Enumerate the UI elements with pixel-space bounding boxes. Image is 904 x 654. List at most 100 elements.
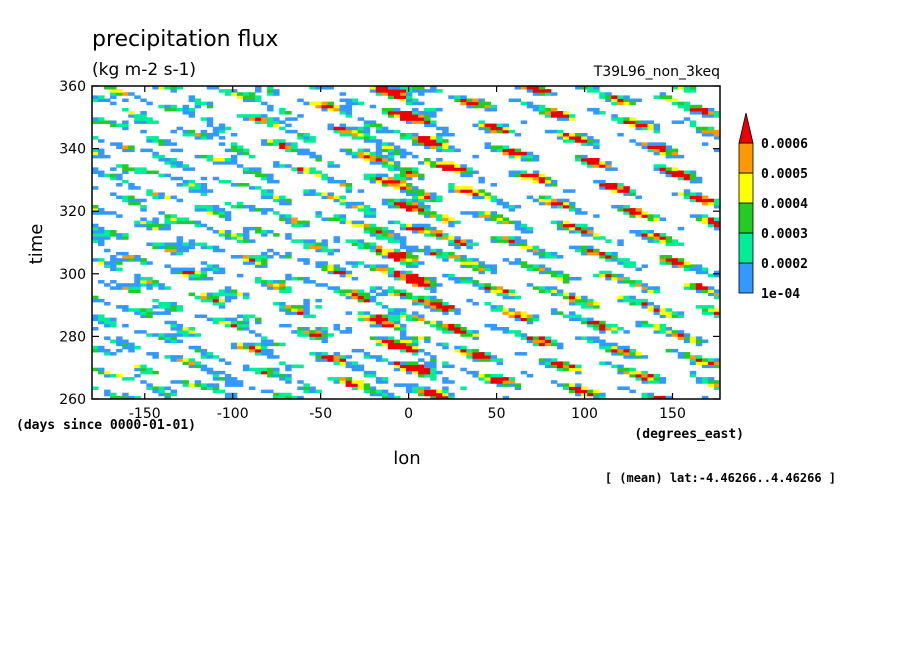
heatmap-cell (134, 311, 141, 315)
heatmap-cell (279, 280, 286, 284)
heatmap-cell (556, 223, 564, 228)
heatmap-cell (671, 258, 679, 262)
heatmap-cell (273, 280, 280, 284)
heatmap-cell (309, 151, 316, 156)
heatmap-cell (689, 195, 697, 200)
heatmap-cell (683, 267, 691, 272)
heatmap-cell (418, 364, 425, 369)
heatmap-cell (611, 364, 618, 369)
heatmap-cell (351, 132, 359, 137)
heatmap-cell (701, 377, 709, 381)
heatmap-cell (146, 192, 153, 196)
heatmap-cell (291, 239, 298, 243)
heatmap-cell (430, 86, 437, 90)
heatmap-cell (152, 151, 159, 156)
x-tick-label: 150 (659, 406, 686, 422)
heatmap-cell (182, 273, 190, 278)
x-tick-label: 50 (488, 406, 506, 422)
heatmap-cell (514, 239, 522, 243)
heatmap-cell (484, 129, 491, 134)
heatmap-cell (569, 364, 576, 369)
heatmap-cell (242, 345, 250, 350)
heatmap-cell (653, 142, 661, 146)
heatmap-cell (134, 395, 141, 399)
heatmap-cell (333, 270, 340, 275)
heatmap-cell (182, 164, 190, 168)
heatmap-cell (689, 86, 697, 90)
heatmap-cell (399, 295, 407, 300)
heatmap-cell (653, 167, 661, 171)
heatmap-cell (321, 330, 328, 334)
heatmap-cell (605, 348, 612, 353)
heatmap-cell (218, 270, 226, 275)
heatmap-cell (653, 145, 661, 149)
heatmap-cell (230, 292, 238, 297)
heatmap-cell (689, 373, 697, 378)
heatmap-cell (490, 270, 497, 275)
heatmap-cell (104, 229, 111, 234)
heatmap-cell (563, 314, 570, 319)
heatmap-cell (104, 264, 111, 268)
heatmap-cell (496, 361, 504, 365)
heatmap-cell (629, 211, 636, 215)
heatmap-cell (218, 289, 226, 293)
heatmap-cell (176, 126, 183, 131)
heatmap-cell (170, 157, 177, 162)
heatmap-cell (369, 214, 377, 218)
heatmap-cell (526, 264, 534, 268)
heatmap-cell (212, 204, 220, 209)
heatmap-cell (98, 148, 105, 153)
heatmap-cell (110, 320, 117, 325)
heatmap-cell (635, 233, 642, 237)
heatmap-cell (454, 236, 461, 240)
heatmap-cell (170, 380, 177, 384)
heatmap-cell (273, 211, 280, 215)
heatmap-cell (593, 236, 600, 240)
heatmap-cell (128, 186, 135, 190)
heatmap-cell (587, 301, 594, 306)
heatmap-cell (629, 295, 636, 300)
heatmap-cell (140, 380, 147, 384)
heatmap-cell (412, 107, 419, 112)
heatmap-cell (502, 123, 510, 128)
heatmap-cell (418, 367, 425, 372)
heatmap-cell (430, 361, 437, 365)
heatmap-cell (393, 111, 401, 115)
heatmap-cell (387, 204, 395, 209)
heatmap-cell (261, 114, 268, 118)
heatmap-cell (381, 251, 389, 256)
heatmap-cell (249, 92, 256, 96)
heatmap-cell (194, 223, 202, 228)
heatmap-cell (587, 107, 594, 112)
heatmap-cell (158, 286, 165, 290)
heatmap-cell (249, 386, 256, 391)
heatmap-cell (357, 380, 365, 384)
heatmap-cell (430, 295, 437, 300)
heatmap-cell (538, 111, 546, 115)
heatmap-cell (242, 151, 250, 156)
heatmap-cell (532, 104, 540, 109)
heatmap-cell (460, 95, 467, 99)
heatmap-cell (454, 345, 461, 350)
heatmap-cell (550, 358, 558, 362)
heatmap-cell (484, 289, 491, 293)
heatmap-cell (393, 258, 401, 262)
heatmap-cell (393, 186, 401, 190)
heatmap-cell (170, 355, 177, 359)
heatmap-cell (581, 245, 588, 250)
heatmap-cell (689, 355, 697, 359)
heatmap-cell (659, 261, 667, 265)
heatmap-cell (291, 117, 298, 121)
heatmap-cell (430, 355, 437, 359)
heatmap-cell (236, 320, 244, 325)
heatmap-cell (406, 170, 413, 175)
heatmap-cell (569, 204, 576, 209)
heatmap-cell (436, 148, 443, 153)
heatmap-cell (713, 217, 720, 221)
heatmap-cell (575, 139, 582, 143)
heatmap-cell (520, 317, 528, 322)
heatmap-cell (605, 323, 612, 328)
heatmap-cell (279, 308, 286, 312)
heatmap-cell (472, 333, 479, 337)
heatmap-cell (713, 220, 720, 225)
